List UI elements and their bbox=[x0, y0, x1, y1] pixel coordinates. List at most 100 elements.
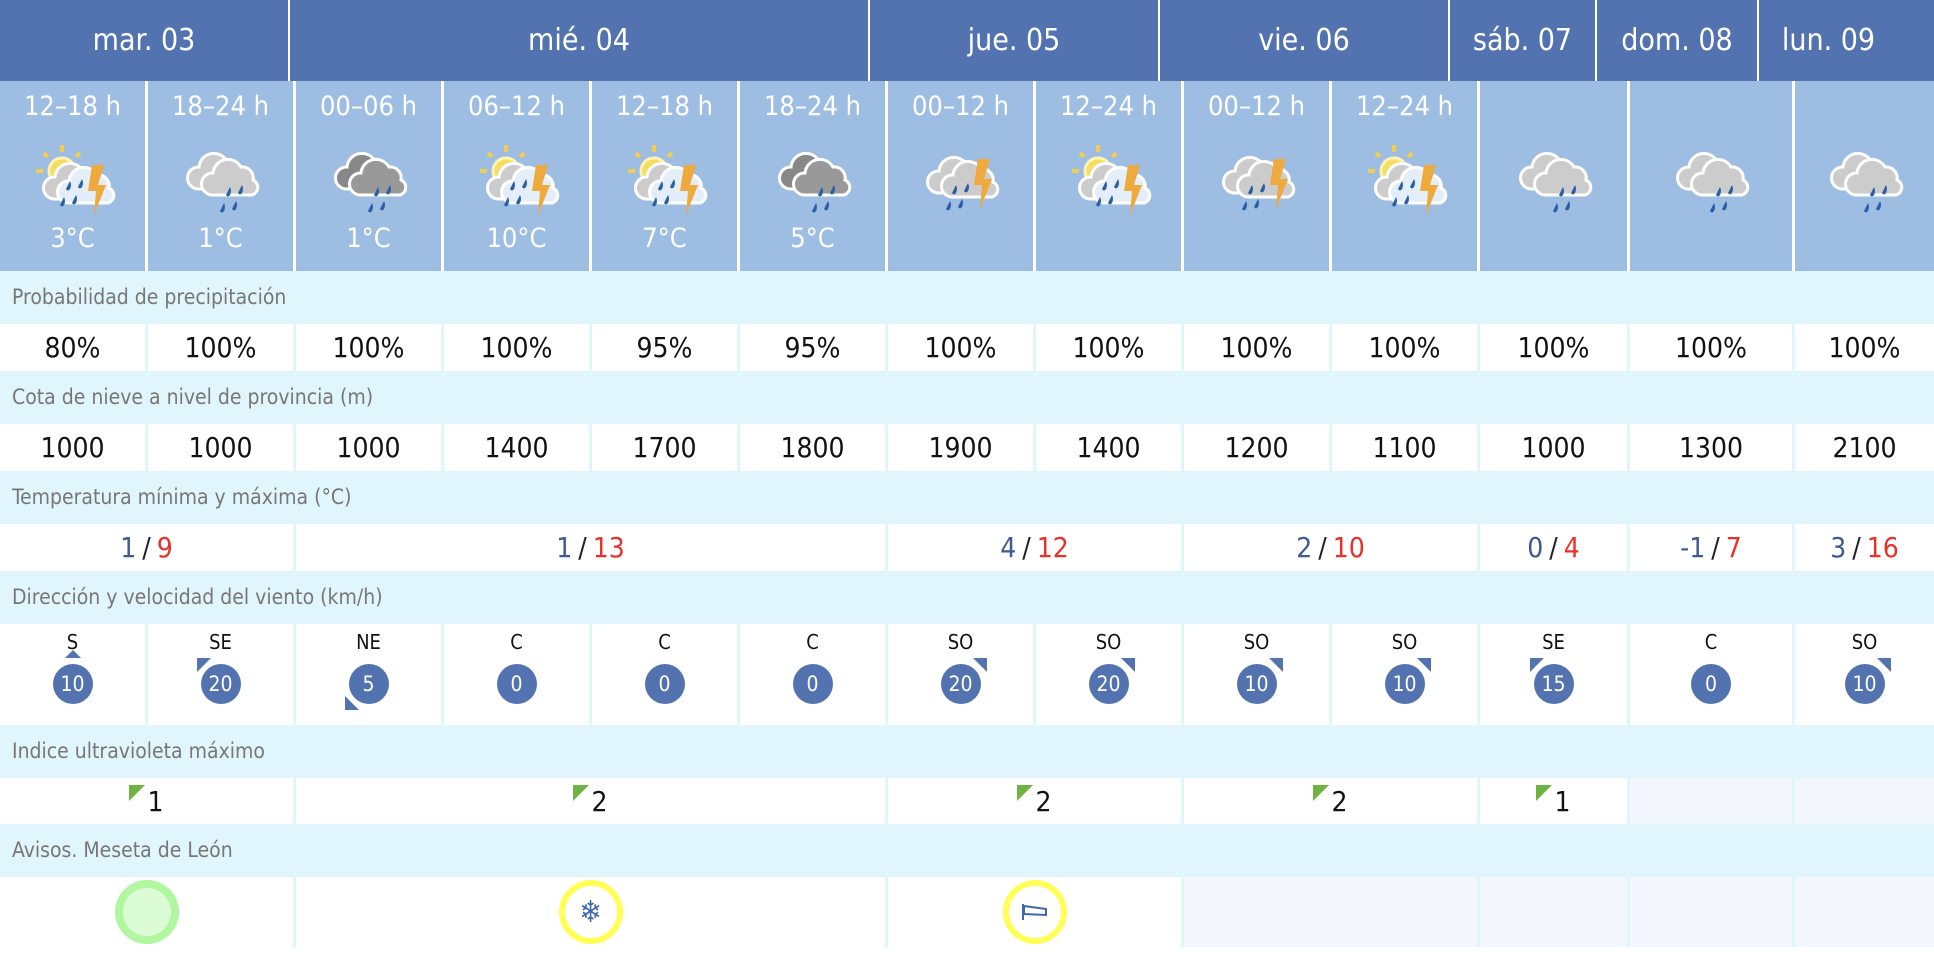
wind-badge: 0 bbox=[792, 664, 833, 704]
precip-value: 100% bbox=[148, 324, 293, 371]
wind-direction-arrow-icon bbox=[1529, 658, 1544, 672]
snow-value: 1700 bbox=[592, 424, 737, 471]
day-header: mar. 03 bbox=[0, 0, 290, 81]
wind-speed: 20 bbox=[1088, 664, 1129, 704]
period-temp: 7°C bbox=[642, 223, 687, 254]
temp-min: 1 bbox=[120, 531, 137, 564]
period-cell: 18–24 h 5°C bbox=[740, 81, 885, 271]
precip-value: 100% bbox=[1036, 324, 1181, 371]
uv-level-icon bbox=[1313, 785, 1330, 801]
precip-value: 100% bbox=[1480, 324, 1627, 371]
wind-speed: 15 bbox=[1533, 664, 1574, 704]
temp-row: 1/9 1/13 4/12 2/10 0/4 -1/7 3/16 bbox=[0, 524, 1934, 571]
wind-speed: 20 bbox=[200, 664, 241, 704]
wind-speed: 0 bbox=[1691, 664, 1731, 704]
wind-direction-arrow-icon bbox=[972, 658, 987, 672]
wind-direction: SO bbox=[1851, 630, 1878, 654]
uv-cell: 1 bbox=[0, 778, 293, 824]
uv-cell: 2 bbox=[1184, 778, 1477, 824]
period-label: 18–24 h bbox=[763, 91, 862, 122]
period-cell: 00–12 h bbox=[888, 81, 1033, 271]
temp-max: 4 bbox=[1563, 531, 1580, 564]
dark-cloud-rain-icon bbox=[777, 151, 851, 213]
aviso-cell bbox=[1480, 877, 1627, 947]
wind-speed: 10 bbox=[52, 664, 93, 704]
uv-cell bbox=[1630, 778, 1792, 824]
wind-badge: 0 bbox=[644, 664, 685, 704]
cloud-rain-icon bbox=[1675, 151, 1750, 213]
wind-badge: 5 bbox=[344, 664, 389, 710]
cloud-storm-icon bbox=[1221, 155, 1295, 211]
precip-value: 80% bbox=[0, 324, 145, 371]
section-label-wind: Dirección y velocidad del viento (km/h) bbox=[0, 571, 1934, 624]
uv-value: 2 bbox=[1331, 784, 1348, 818]
uv-value: 2 bbox=[1035, 784, 1052, 818]
aviso-cell bbox=[1795, 877, 1934, 947]
wind-speed: 0 bbox=[792, 664, 833, 704]
period-label: 18–24 h bbox=[171, 91, 270, 122]
temp-separator: / bbox=[1711, 531, 1720, 564]
period-row: 12–18 h 3°C 18–24 h 1°C 00–06 h 1°C 06–12 h 10°… bbox=[0, 81, 1934, 271]
wind-direction-arrow-icon bbox=[196, 658, 211, 672]
day-header: vie. 06 bbox=[1160, 0, 1450, 81]
snow-value: 1000 bbox=[0, 424, 145, 471]
day-header-row: mar. 03 mié. 04 jue. 05 vie. 06 sáb. 07 dom. … bbox=[0, 0, 1934, 81]
wind-direction: SE bbox=[209, 630, 232, 654]
sun-cloud-storm-icon bbox=[477, 143, 559, 215]
day-header: sáb. 07 bbox=[1450, 0, 1597, 81]
wind-speed: 0 bbox=[644, 664, 685, 704]
period-label: 12–18 h bbox=[615, 91, 714, 122]
aviso-snow-icon[interactable]: ❄ bbox=[558, 880, 623, 944]
day-header: lun. 09 bbox=[1781, 23, 1876, 58]
aviso-green-icon[interactable] bbox=[114, 880, 179, 944]
uv-cell bbox=[1795, 778, 1934, 824]
wind-badge: 15 bbox=[1529, 658, 1574, 704]
period-temp: 5°C bbox=[790, 223, 835, 254]
period-label: 12–24 h bbox=[1355, 91, 1454, 122]
temp-min: 4 bbox=[1000, 531, 1017, 564]
wind-direction: NE bbox=[356, 630, 381, 654]
period-cell bbox=[1795, 81, 1934, 271]
aviso-cell bbox=[0, 877, 293, 947]
section-label-snow: Cota de nieve a nivel de provincia (m) bbox=[0, 371, 1934, 424]
day-header: dom. 08 bbox=[1597, 0, 1759, 81]
snow-value: 1800 bbox=[740, 424, 885, 471]
day-header: mié. 04 bbox=[290, 0, 870, 81]
uv-level-icon bbox=[1017, 785, 1034, 801]
temp-max: 9 bbox=[156, 531, 173, 564]
period-cell: 12–18 h 3°C bbox=[0, 81, 145, 271]
precip-value: 100% bbox=[1630, 324, 1792, 371]
wind-cell: SO 20 bbox=[1036, 624, 1181, 725]
temp-min: -1 bbox=[1680, 531, 1706, 564]
precip-value: 100% bbox=[296, 324, 441, 371]
uv-cell: 2 bbox=[296, 778, 885, 824]
wind-direction: SO bbox=[1391, 630, 1418, 654]
period-temp: 1°C bbox=[346, 223, 391, 254]
aviso-cell bbox=[1184, 877, 1477, 947]
wind-direction: C bbox=[806, 630, 819, 654]
cloud-rain-icon bbox=[1829, 151, 1903, 213]
uv-value: 1 bbox=[147, 784, 164, 818]
temp-min-max: 1/13 bbox=[296, 524, 885, 571]
snow-value: 1000 bbox=[1480, 424, 1627, 471]
period-temp: 1°C bbox=[198, 223, 243, 254]
aviso-wind-icon[interactable] bbox=[1002, 880, 1067, 944]
period-cell: 12–24 h bbox=[1036, 81, 1181, 271]
temp-min-max: 0/4 bbox=[1480, 524, 1627, 571]
wind-direction-arrow-icon bbox=[1416, 658, 1431, 672]
temp-max: 12 bbox=[1036, 531, 1069, 564]
section-label-temp: Temperatura mínima y máxima (°C) bbox=[0, 471, 1934, 524]
wind-direction-arrow-icon bbox=[344, 696, 359, 710]
wind-badge: 10 bbox=[52, 650, 93, 704]
period-label: 00–12 h bbox=[1207, 91, 1306, 122]
period-label: 00–06 h bbox=[319, 91, 418, 122]
wind-direction: C bbox=[510, 630, 523, 654]
uv-row: 1 2 2 2 1 bbox=[0, 778, 1934, 824]
temp-min-max: 4/12 bbox=[888, 524, 1181, 571]
wind-direction: S bbox=[66, 630, 79, 654]
snow-value: 1200 bbox=[1184, 424, 1329, 471]
cloud-rain-icon bbox=[185, 151, 259, 213]
snow-value: 1000 bbox=[148, 424, 293, 471]
